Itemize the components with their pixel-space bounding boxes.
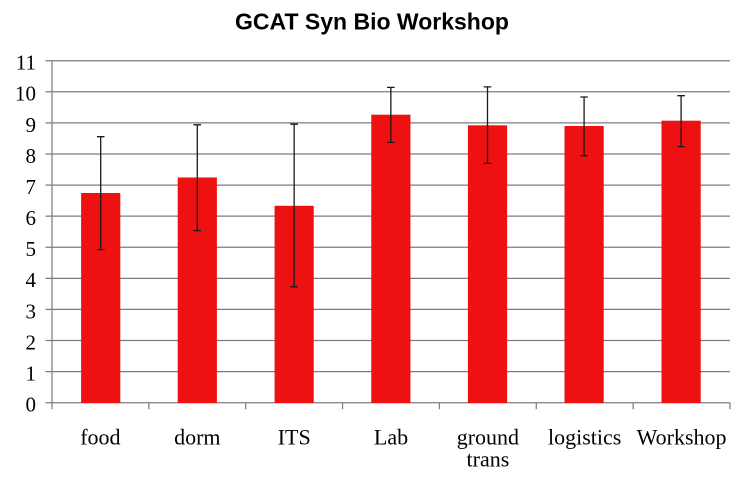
- svg-text:trans: trans: [467, 446, 510, 471]
- svg-text:4: 4: [26, 268, 37, 292]
- svg-text:GCAT Syn Bio Workshop: GCAT Syn Bio Workshop: [235, 9, 509, 35]
- svg-text:food: food: [80, 424, 120, 449]
- svg-text:ITS: ITS: [278, 424, 311, 449]
- svg-text:ground: ground: [457, 424, 519, 449]
- svg-text:11: 11: [16, 51, 36, 75]
- svg-text:1: 1: [26, 362, 37, 386]
- svg-text:Workshop: Workshop: [637, 424, 727, 449]
- svg-text:5: 5: [26, 237, 37, 261]
- svg-text:dorm: dorm: [174, 424, 220, 449]
- svg-text:10: 10: [15, 82, 36, 106]
- svg-text:7: 7: [26, 175, 37, 199]
- svg-text:logistics: logistics: [548, 424, 621, 449]
- svg-text:2: 2: [26, 330, 37, 354]
- svg-text:0: 0: [26, 393, 37, 417]
- svg-text:3: 3: [26, 299, 37, 323]
- svg-text:Lab: Lab: [374, 424, 408, 449]
- svg-text:6: 6: [26, 206, 37, 230]
- svg-text:9: 9: [26, 113, 37, 137]
- svg-text:8: 8: [26, 144, 37, 168]
